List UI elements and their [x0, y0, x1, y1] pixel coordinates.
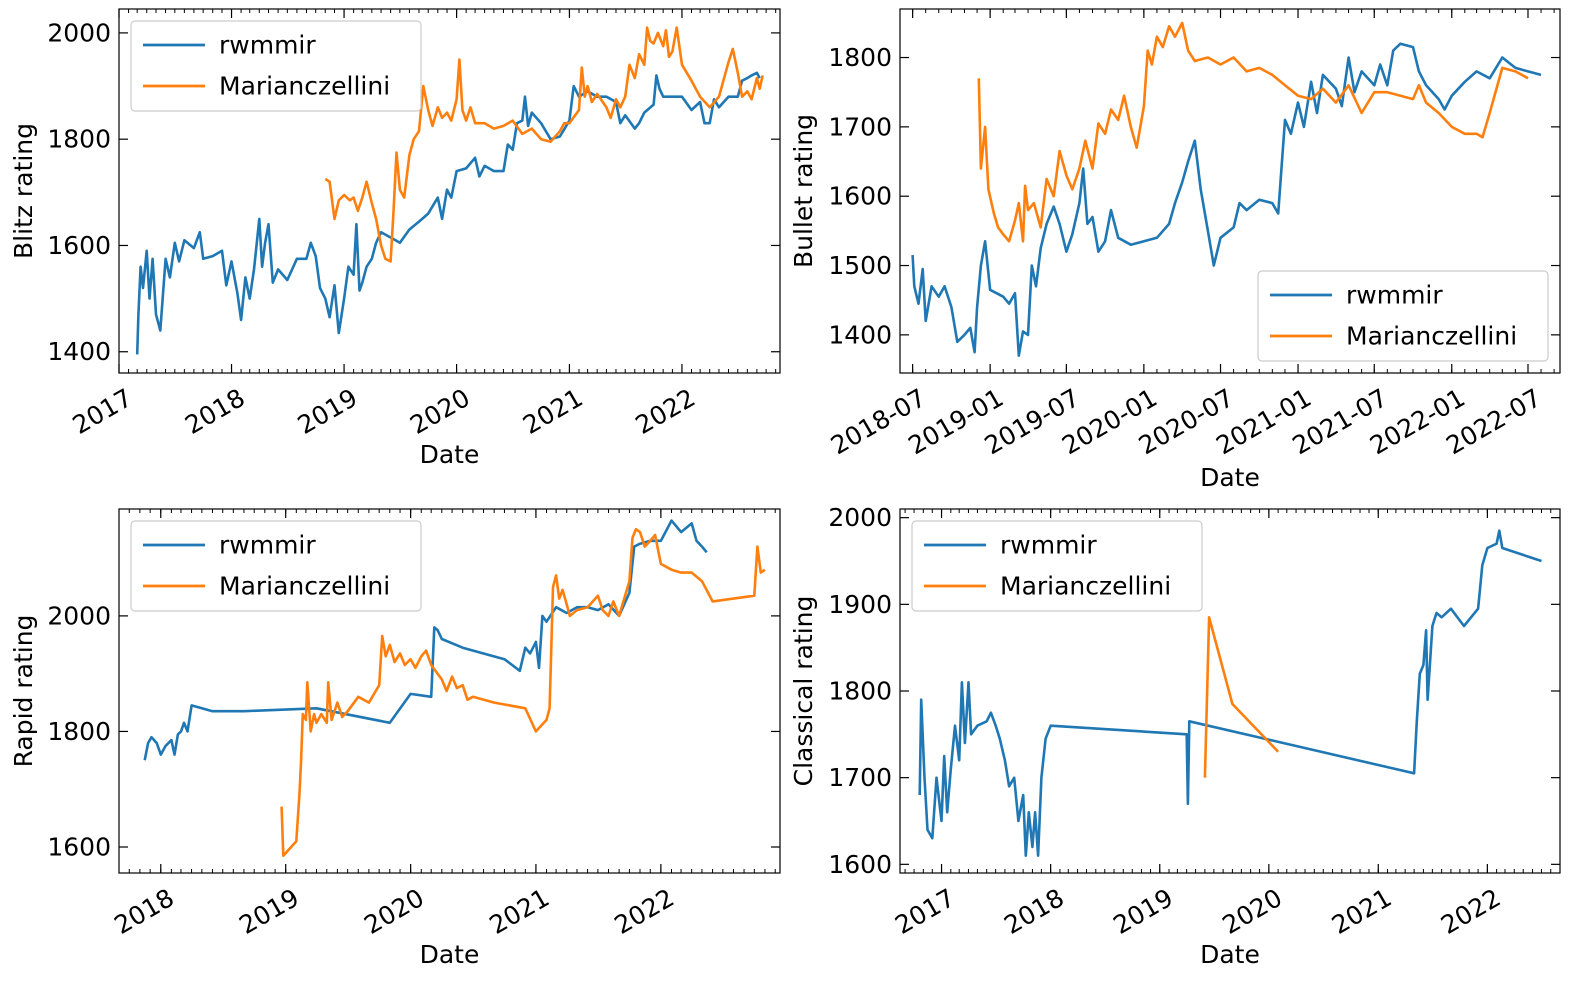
y-tick-label: 1700	[828, 112, 892, 141]
y-tick-label: 2000	[47, 601, 111, 630]
x-tick-label: 2021	[1327, 883, 1397, 940]
x-tick-label: 2020	[405, 383, 475, 440]
x-tick-label: 2018	[999, 883, 1069, 940]
legend-label-rwmmir: rwmmir	[1346, 281, 1443, 310]
y-tick-label: 1400	[828, 320, 892, 349]
chart-bullet: 2018-072019-012019-072020-012020-072021-…	[789, 8, 1561, 492]
x-tick-label: 2022	[631, 383, 701, 440]
y-tick-label: 1600	[828, 850, 892, 879]
legend: rwmmir Marianczellini	[130, 20, 422, 112]
legend-label-Marianczellini: Marianczellini	[1000, 572, 1171, 601]
series-line-rwmmir	[918, 529, 1542, 857]
x-axis-label: Date	[1200, 463, 1260, 492]
legend-box	[130, 520, 422, 612]
x-tick-label: 2019	[234, 883, 304, 940]
y-tick-label: 1800	[828, 43, 892, 72]
plot-frame	[118, 508, 781, 874]
x-tick-label: 2021	[485, 883, 555, 940]
x-tick-label: 2019	[1108, 883, 1178, 940]
y-tick-label: 1600	[47, 231, 111, 260]
x-axis-label: Date	[420, 440, 480, 469]
y-axis-label: Rapid rating	[9, 615, 38, 768]
y-tick-label: 1800	[47, 125, 111, 154]
y-tick-label: 2000	[47, 18, 111, 47]
series-line-rwmmir	[135, 71, 761, 355]
x-tick-label: 2017	[890, 883, 960, 940]
y-tick-label: 1600	[47, 833, 111, 862]
legend-box	[911, 520, 1203, 612]
series-line-Marianczellini	[1203, 616, 1280, 778]
y-axis-label: Bullet rating	[789, 114, 818, 268]
y-tick-label: 1900	[828, 590, 892, 619]
x-tick-label: 2020	[1217, 883, 1287, 940]
chart-rapid: 2018 2019 2020 2021 2022 1600 1800 2000 Date Rapi…	[9, 508, 781, 969]
x-tick-label: 2022	[609, 883, 679, 940]
legend-label-rwmmir: rwmmir	[219, 31, 316, 60]
legend-label-rwmmir: rwmmir	[219, 531, 316, 560]
legend-label-Marianczellini: Marianczellini	[1346, 322, 1517, 351]
x-tick-label: 2019	[293, 383, 363, 440]
chart-blitz: 2017 2018 2019 2020 2021 2022 1400 1600 1800 2000…	[9, 8, 781, 469]
x-tick-label: 2017	[68, 383, 138, 440]
series-line-Marianczellini	[324, 26, 764, 263]
series-line-Marianczellini	[280, 527, 766, 857]
legend-label-Marianczellini: Marianczellini	[219, 72, 390, 101]
y-tick-label: 1500	[828, 251, 892, 280]
legend-box	[130, 20, 422, 112]
chart-classical: 2017 2018 2019 2020 2021 2022 1600 1700 1800 1900…	[789, 503, 1561, 969]
x-tick-label: 2018	[180, 383, 250, 440]
y-tick-label: 1800	[828, 677, 892, 706]
x-axis-label: Date	[1200, 940, 1260, 969]
legend-label-rwmmir: rwmmir	[1000, 531, 1097, 560]
y-tick-label: 1400	[47, 337, 111, 366]
y-tick-label: 1800	[47, 717, 111, 746]
plot-frame	[899, 8, 1561, 374]
legend: rwmmir Marianczellini	[130, 520, 422, 612]
series-line-rwmmir	[911, 42, 1542, 357]
y-tick-label: 1600	[828, 182, 892, 211]
y-axis-label: Classical rating	[789, 596, 818, 787]
legend-label-Marianczellini: Marianczellini	[219, 572, 390, 601]
legend: rwmmir Marianczellini	[1257, 270, 1549, 362]
x-tick-label: 2018	[109, 883, 179, 940]
series-line-Marianczellini	[977, 21, 1529, 243]
series-line-rwmmir	[143, 519, 708, 761]
x-tick-label: 2020	[359, 883, 429, 940]
legend-box	[1257, 270, 1549, 362]
legend: rwmmir Marianczellini	[911, 520, 1203, 612]
x-tick-label: 2021	[518, 383, 588, 440]
x-tick-label: 2022	[1436, 883, 1506, 940]
plot-frame	[118, 8, 781, 374]
y-tick-label: 2000	[828, 503, 892, 532]
y-tick-label: 1700	[828, 763, 892, 792]
x-axis-label: Date	[420, 940, 480, 969]
y-axis-label: Blitz rating	[9, 123, 38, 259]
